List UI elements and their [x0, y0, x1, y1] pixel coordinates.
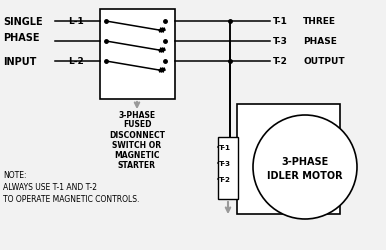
Text: TO OPERATE MAGNETIC CONTROLS.: TO OPERATE MAGNETIC CONTROLS.	[3, 195, 139, 204]
Text: FUSED: FUSED	[123, 120, 151, 129]
Text: L-2: L-2	[68, 57, 84, 66]
Text: IDLER MOTOR: IDLER MOTOR	[267, 170, 343, 180]
Text: PHASE: PHASE	[3, 33, 39, 43]
Text: DISCONNECT: DISCONNECT	[109, 130, 165, 139]
Text: T-3: T-3	[273, 37, 288, 46]
Text: ALWAYS USE T-1 AND T-2: ALWAYS USE T-1 AND T-2	[3, 183, 97, 192]
Text: SINGLE: SINGLE	[3, 17, 42, 27]
Text: T-1: T-1	[273, 18, 288, 26]
Text: T-2: T-2	[273, 57, 288, 66]
Text: T-2: T-2	[219, 176, 231, 182]
Circle shape	[253, 116, 357, 219]
Bar	[218, 138, 238, 199]
Text: INPUT: INPUT	[3, 57, 36, 67]
Text: T-1: T-1	[219, 144, 231, 150]
Text: 3-PHASE: 3-PHASE	[281, 156, 328, 166]
Text: 3-PHASE: 3-PHASE	[119, 110, 156, 119]
Bar	[237, 104, 340, 214]
Text: STARTER: STARTER	[118, 160, 156, 169]
Text: THREE: THREE	[303, 18, 336, 26]
Text: PHASE: PHASE	[303, 37, 337, 46]
Text: L-1: L-1	[68, 18, 84, 26]
Text: NOTE:: NOTE:	[3, 170, 27, 179]
Text: MAGNETIC: MAGNETIC	[114, 150, 160, 159]
Text: T-3: T-3	[219, 160, 231, 166]
Text: SWITCH OR: SWITCH OR	[112, 140, 162, 149]
Bar	[100, 10, 175, 100]
Text: OUTPUT: OUTPUT	[303, 57, 345, 66]
